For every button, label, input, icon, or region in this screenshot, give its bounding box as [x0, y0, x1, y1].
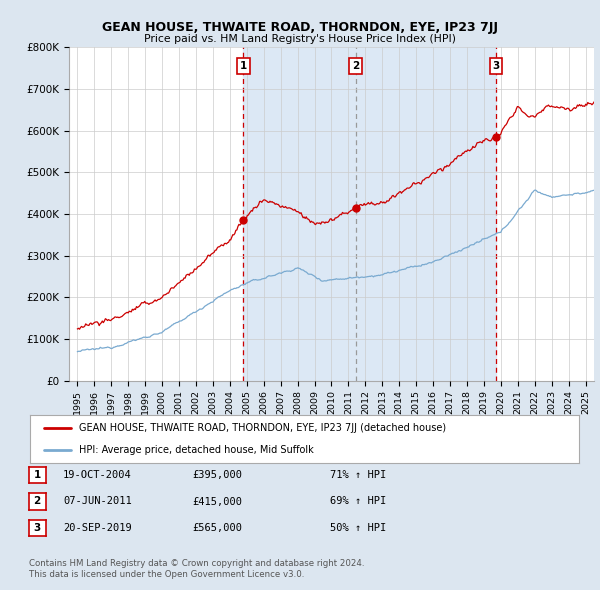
Text: 19-OCT-2004: 19-OCT-2004 [63, 470, 132, 480]
Text: 50% ↑ HPI: 50% ↑ HPI [330, 523, 386, 533]
Text: 1: 1 [240, 61, 247, 71]
Bar [244, 47, 356, 381]
Text: 3: 3 [34, 523, 41, 533]
Text: GEAN HOUSE, THWAITE ROAD, THORNDON, EYE, IP23 7JJ (detached house): GEAN HOUSE, THWAITE ROAD, THORNDON, EYE,… [79, 423, 446, 433]
Text: 20-SEP-2019: 20-SEP-2019 [63, 523, 132, 533]
Text: £565,000: £565,000 [192, 523, 242, 533]
Text: 1: 1 [34, 470, 41, 480]
Text: 71% ↑ HPI: 71% ↑ HPI [330, 470, 386, 480]
Text: £395,000: £395,000 [192, 470, 242, 480]
Text: This data is licensed under the Open Government Licence v3.0.: This data is licensed under the Open Gov… [29, 570, 304, 579]
Text: Contains HM Land Registry data © Crown copyright and database right 2024.: Contains HM Land Registry data © Crown c… [29, 559, 364, 568]
Text: Price paid vs. HM Land Registry's House Price Index (HPI): Price paid vs. HM Land Registry's House … [144, 34, 456, 44]
Bar [356, 47, 496, 381]
Text: 3: 3 [493, 61, 500, 71]
Text: 07-JUN-2011: 07-JUN-2011 [63, 497, 132, 506]
Text: HPI: Average price, detached house, Mid Suffolk: HPI: Average price, detached house, Mid … [79, 445, 314, 455]
Text: £415,000: £415,000 [192, 497, 242, 506]
Text: 69% ↑ HPI: 69% ↑ HPI [330, 497, 386, 506]
Text: 2: 2 [352, 61, 359, 71]
Text: GEAN HOUSE, THWAITE ROAD, THORNDON, EYE, IP23 7JJ: GEAN HOUSE, THWAITE ROAD, THORNDON, EYE,… [102, 21, 498, 34]
Text: 2: 2 [34, 497, 41, 506]
